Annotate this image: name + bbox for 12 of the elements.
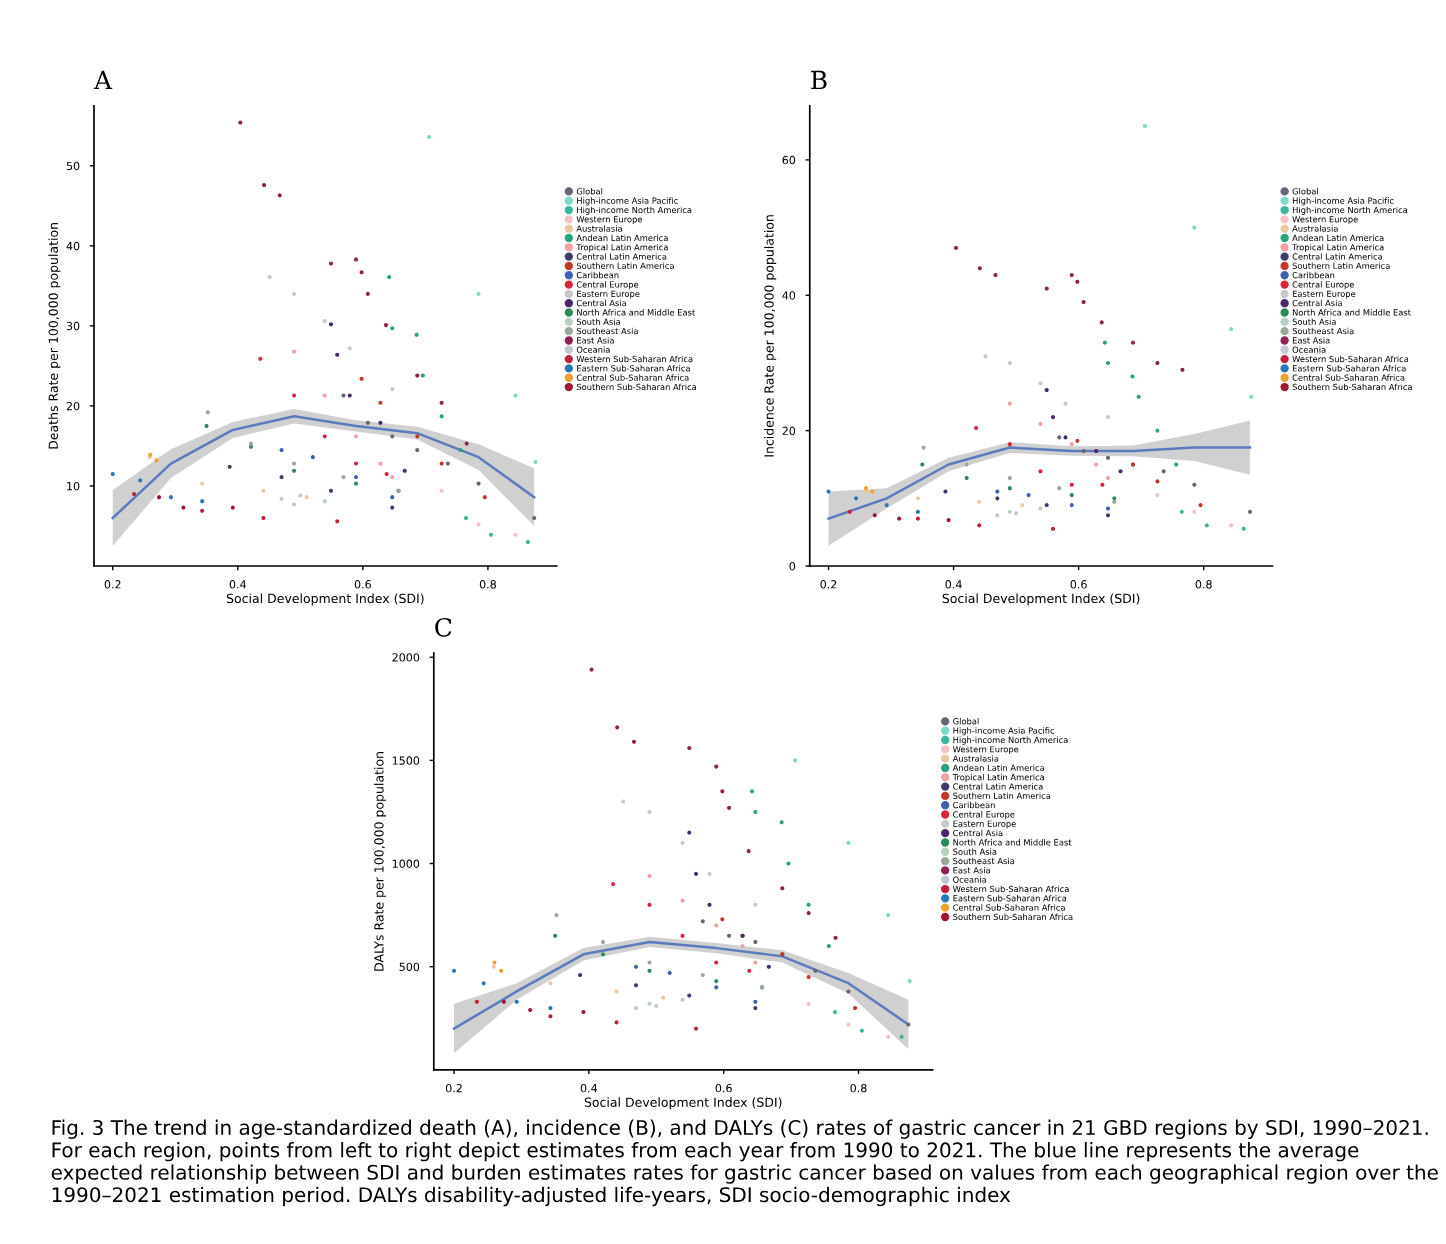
line-series [452,940,910,1030]
line-series [111,415,536,520]
chart-title: A [93,70,113,90]
caption: Fig. 3 The trend in age-standardized death (A), incidence (B), and DALYs (C) rates of gastric cancer in 21 GBD regions by SDI, 1990–2021. For each region, points from left to right depict estimates from each year from 1990 to 2021. The blue line represents the average expected relationship between SDI and burden estimates rates for gastric cancer based on values from each geographical region over the 1990–2021 estimation period. DALYs disability-adjusted life-years, SDI socio-demographic index [51,1119,1438,1207]
point [1105,475,1111,481]
point [633,1005,639,1011]
point [463,515,469,521]
point [131,491,137,497]
point [1105,360,1111,366]
point [525,539,531,545]
chart-title: C [435,617,452,637]
chart-title: B [811,70,827,90]
